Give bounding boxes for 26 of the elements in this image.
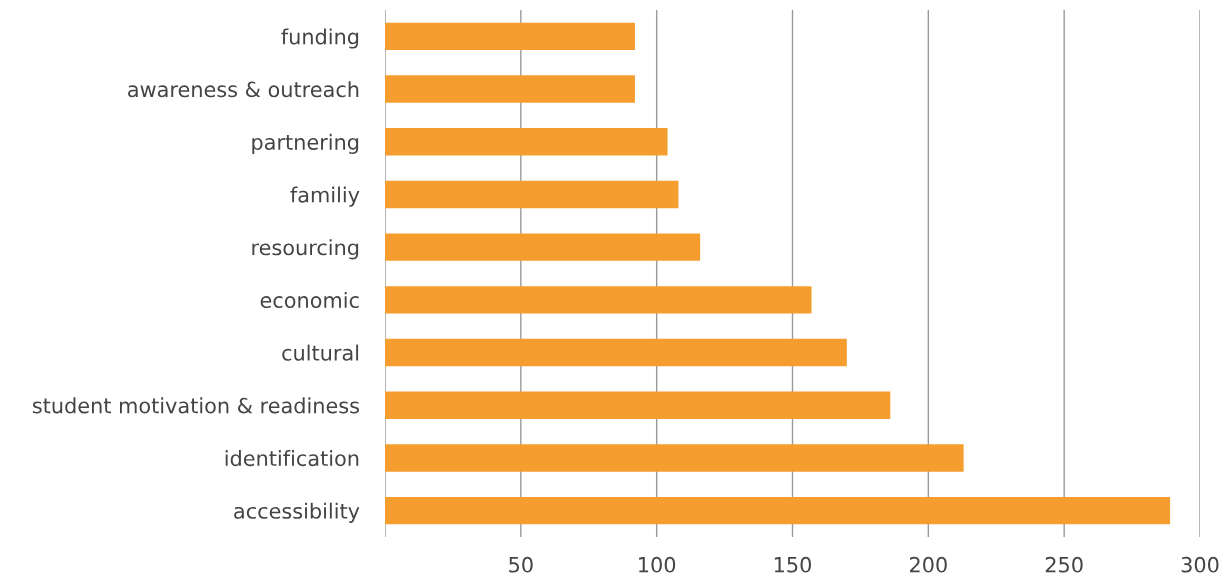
bar xyxy=(385,391,891,419)
y-tick-label: partnering xyxy=(252,133,359,154)
y-tick-label: accessibility xyxy=(234,502,360,523)
y-tick-label: funding xyxy=(281,28,359,49)
x-tick-label: 200 xyxy=(909,556,947,573)
bar xyxy=(385,338,847,367)
y-tick-label: student motivation & readiness xyxy=(32,397,359,414)
y-tick-label: familiy xyxy=(290,186,360,207)
bar xyxy=(385,286,812,314)
bar xyxy=(385,233,701,261)
y-tick-label: cultural xyxy=(282,344,359,361)
x-tick-label: 250 xyxy=(1045,556,1083,573)
x-tick-label: 50 xyxy=(509,556,533,573)
y-tick-label: economic xyxy=(260,291,359,309)
x-tick-label: 150 xyxy=(774,556,811,573)
y-tick-label: awareness & outreach xyxy=(128,81,359,98)
bar xyxy=(385,180,679,209)
bar xyxy=(385,496,1171,525)
y-tick-label: identification xyxy=(225,450,359,467)
x-tick-label: 100 xyxy=(639,556,676,573)
bar xyxy=(385,128,668,156)
bar xyxy=(385,444,964,472)
bar xyxy=(385,22,635,51)
bar xyxy=(385,75,635,103)
x-tick-label: 300 xyxy=(1181,556,1219,573)
y-tick-label: resourcing xyxy=(252,239,359,260)
